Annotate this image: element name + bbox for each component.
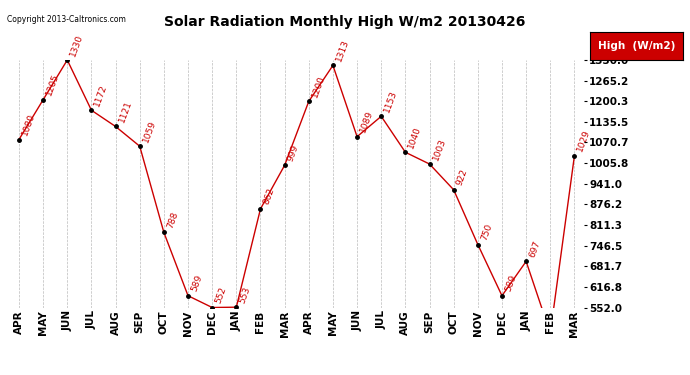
Text: 1330: 1330 [69, 33, 85, 57]
Text: 922: 922 [455, 168, 469, 187]
Text: 552: 552 [214, 285, 228, 305]
Text: 862: 862 [262, 187, 276, 206]
Text: 1172: 1172 [93, 83, 109, 108]
Text: 1121: 1121 [117, 99, 133, 124]
Text: 1029: 1029 [576, 128, 592, 153]
Text: 750: 750 [480, 222, 493, 242]
Text: 697: 697 [528, 239, 542, 259]
Text: 1313: 1313 [335, 38, 351, 63]
Text: 1200: 1200 [310, 74, 326, 99]
Text: 589: 589 [190, 274, 204, 293]
Text: Solar Radiation Monthly High W/m2 20130426: Solar Radiation Monthly High W/m2 201304… [164, 15, 526, 29]
Text: 471: 471 [0, 374, 1, 375]
Text: Copyright 2013-Caltronics.com: Copyright 2013-Caltronics.com [7, 15, 126, 24]
Text: 1003: 1003 [431, 136, 447, 161]
Text: 788: 788 [166, 210, 179, 230]
Text: 1040: 1040 [407, 125, 423, 150]
Text: 1205: 1205 [45, 72, 61, 97]
Text: 1059: 1059 [141, 119, 157, 143]
Text: 553: 553 [238, 285, 252, 304]
Text: 589: 589 [504, 274, 518, 293]
Text: 999: 999 [286, 143, 300, 162]
Text: 1153: 1153 [383, 89, 399, 114]
Text: 1089: 1089 [359, 109, 375, 134]
Text: High  (W/m2): High (W/m2) [598, 41, 676, 51]
Text: 1080: 1080 [21, 112, 37, 137]
